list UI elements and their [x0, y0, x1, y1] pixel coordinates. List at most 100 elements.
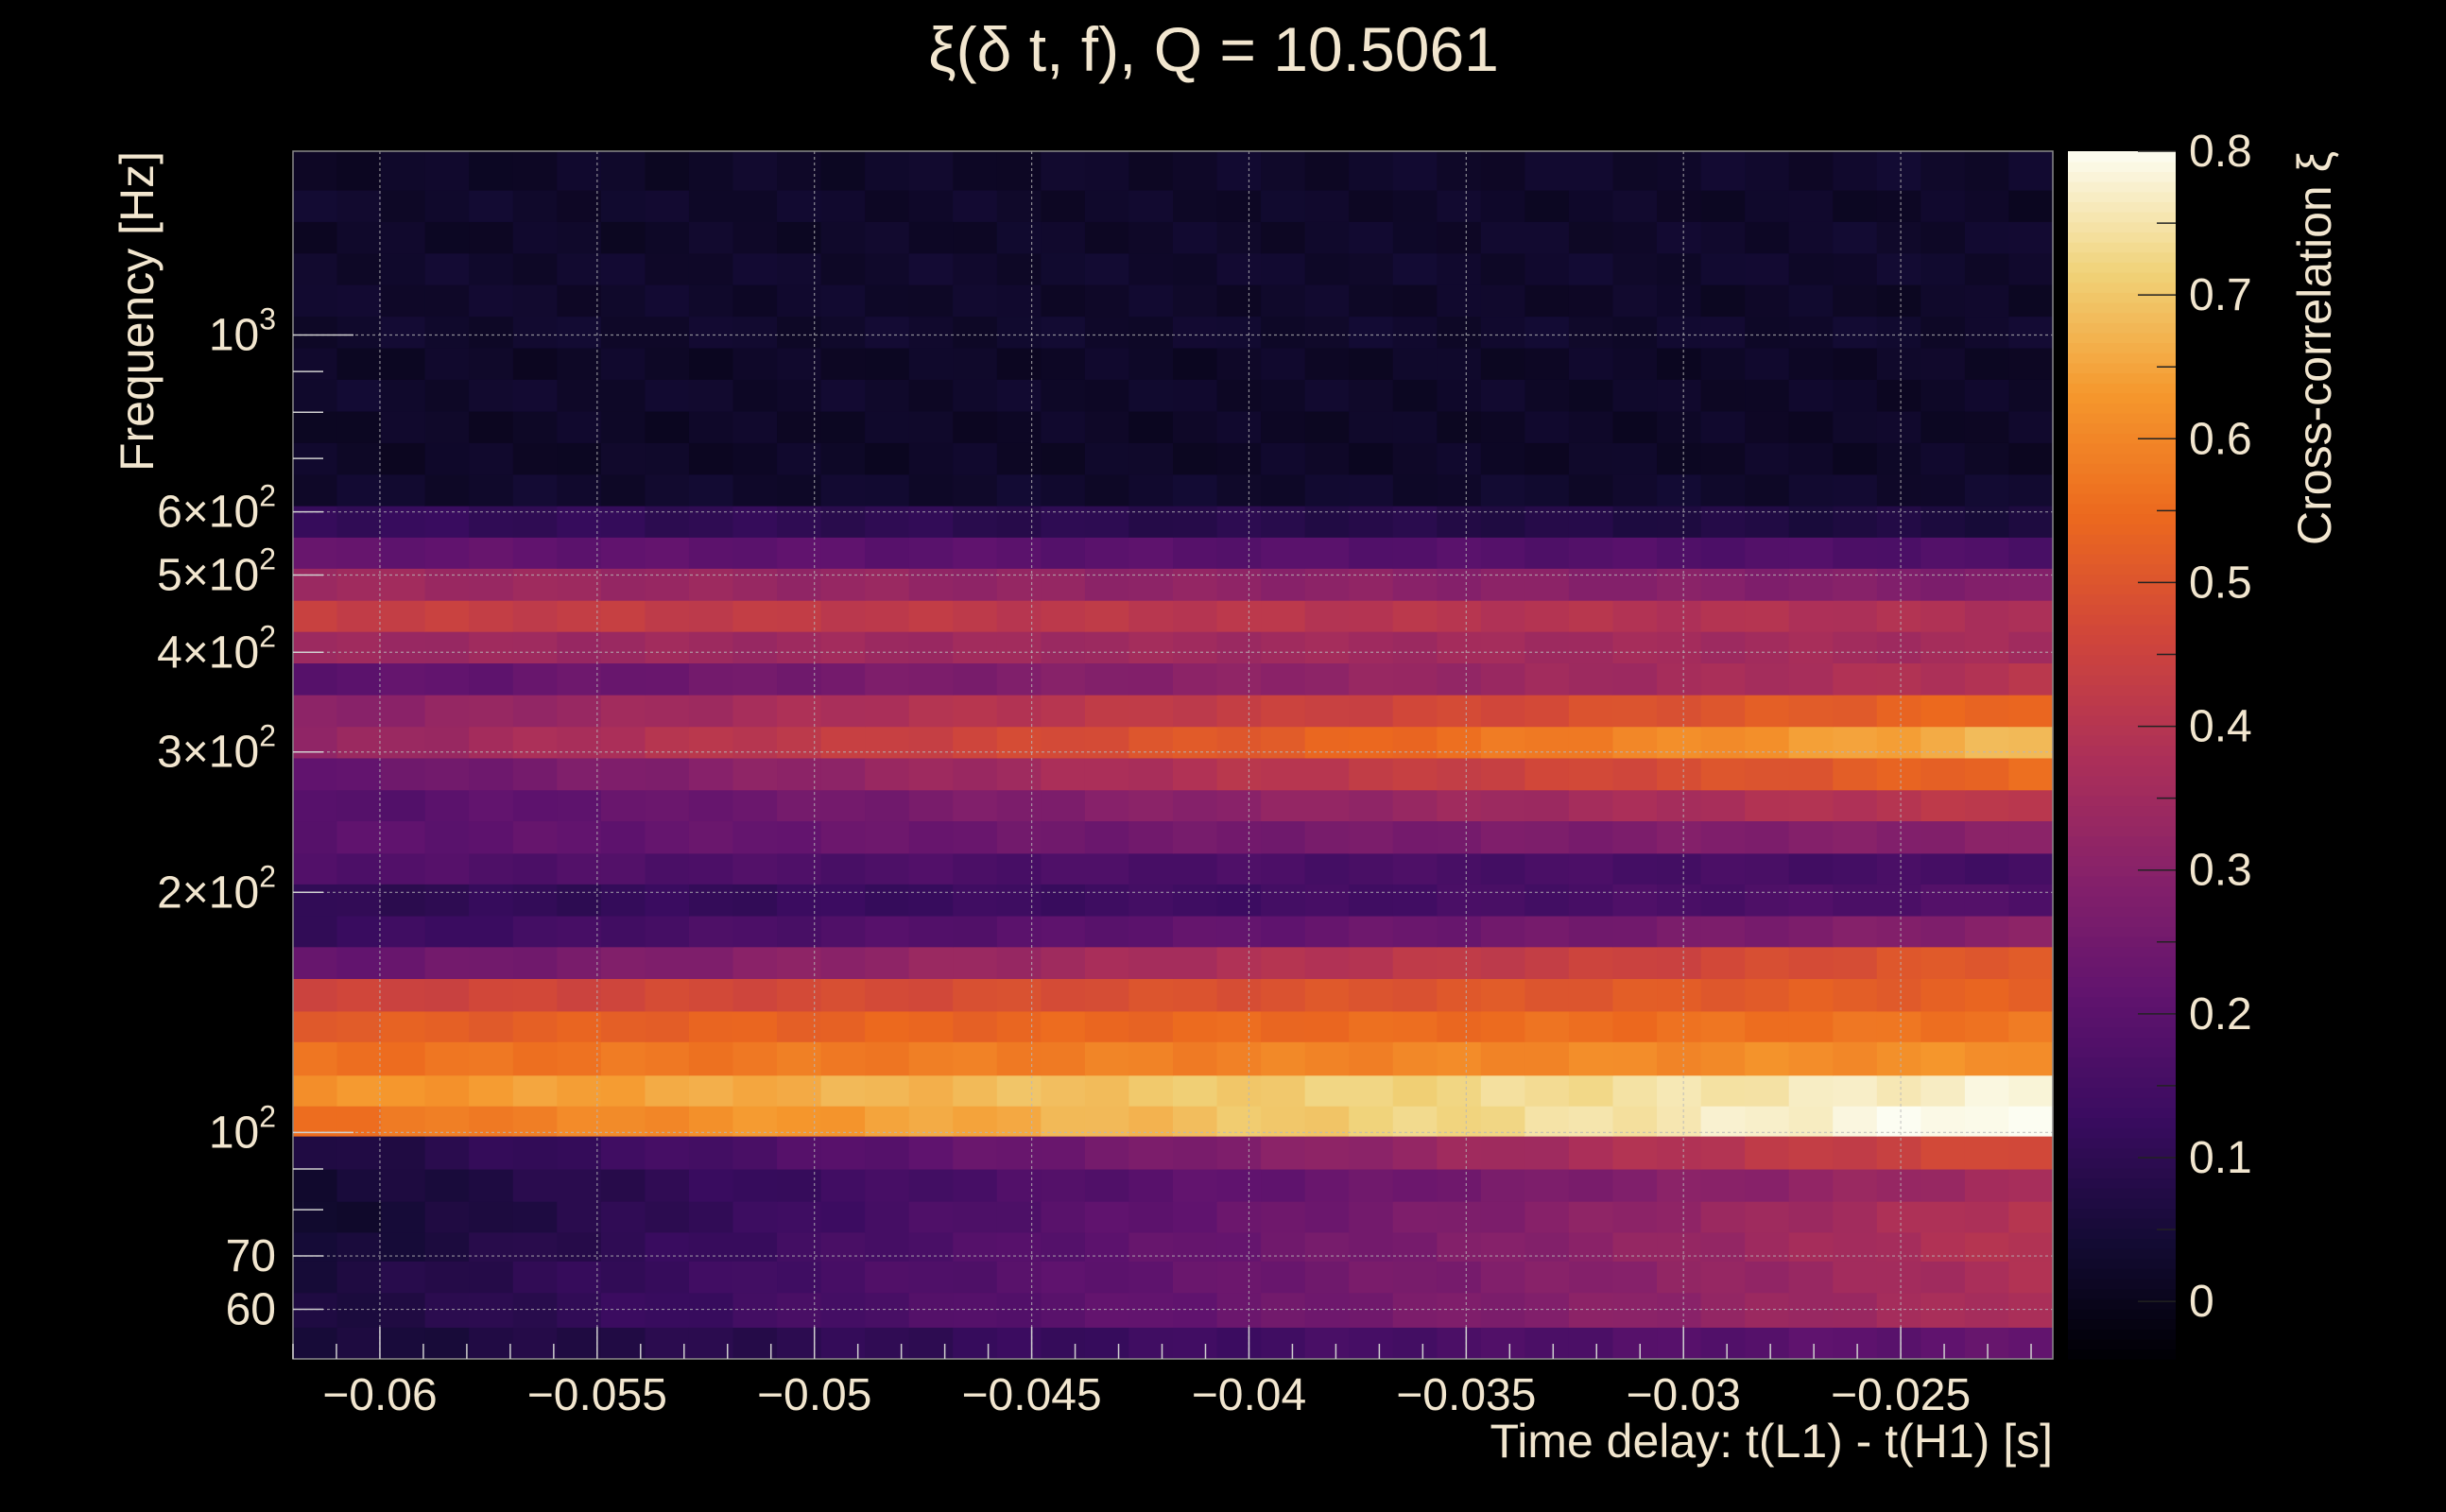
heatmap-cell: [293, 1261, 338, 1294]
heatmap-cell: [1657, 946, 1702, 979]
heatmap-cell: [908, 1074, 954, 1107]
heatmap-cell: [1216, 1010, 1262, 1042]
heatmap-cell: [600, 410, 646, 443]
colorbar-segment: [2068, 1006, 2176, 1018]
heatmap-cell: [1480, 852, 1525, 885]
colorbar-segment: [2068, 1197, 2176, 1210]
heatmap-cell: [1261, 789, 1306, 822]
heatmap-cell: [469, 631, 514, 664]
y-tick-label: 60: [226, 1285, 276, 1335]
heatmap-cell: [1304, 852, 1350, 885]
heatmap-cell: [1437, 662, 1482, 696]
heatmap-cell: [1745, 600, 1790, 632]
heatmap-cell: [469, 252, 514, 285]
heatmap-cell: [557, 820, 602, 854]
colorbar-segment: [2068, 322, 2176, 334]
heatmap-cell: [1568, 1168, 1614, 1202]
heatmap-cell: [1304, 316, 1350, 349]
heatmap-cell: [1173, 379, 1218, 412]
heatmap-cell: [1480, 1106, 1525, 1137]
heatmap-cell: [1173, 1106, 1218, 1137]
heatmap-cell: [1876, 506, 1921, 538]
heatmap-cell: [424, 1041, 470, 1076]
heatmap-cell: [469, 568, 514, 601]
heatmap-cell: [1700, 726, 1746, 759]
heatmap-cell: [1216, 1201, 1262, 1233]
heatmap-cell: [688, 1231, 734, 1262]
heatmap-cell: [1745, 151, 1790, 191]
heatmap-cell: [1833, 151, 1878, 191]
heatmap-cell: [381, 978, 426, 1012]
colorbar-segment: [2068, 1268, 2176, 1280]
heatmap-cell: [1128, 442, 1174, 475]
heatmap-cell: [1480, 1168, 1525, 1202]
heatmap-cell: [512, 1261, 558, 1294]
heatmap-cell: [996, 284, 1042, 318]
colorbar-segment: [2068, 392, 2176, 404]
heatmap-cell: [1568, 151, 1614, 191]
heatmap-cell: [512, 789, 558, 822]
heatmap-cell: [1612, 726, 1658, 759]
colorbar-segment: [2068, 966, 2176, 978]
heatmap-cell: [1524, 946, 1570, 979]
colorbar-segment: [2068, 745, 2176, 756]
heatmap-cell: [2008, 221, 2054, 254]
heatmap-cell: [1700, 442, 1746, 475]
colorbar-segment: [2068, 1016, 2176, 1028]
heatmap-cell: [1392, 284, 1438, 318]
heatmap-cell: [1304, 884, 1350, 917]
heatmap-cell: [820, 1231, 866, 1262]
heatmap-cell: [1745, 820, 1790, 854]
heatmap-cell: [1568, 568, 1614, 601]
heatmap-cells: [293, 151, 2054, 1360]
heatmap-cell: [996, 316, 1042, 349]
colorbar-segment: [2068, 342, 2176, 353]
heatmap-cell: [1349, 190, 1394, 222]
heatmap-cell: [1480, 600, 1525, 632]
colorbar-segment: [2068, 845, 2176, 857]
heatmap-cell: [1128, 1201, 1174, 1233]
heatmap-cell: [908, 820, 954, 854]
heatmap-cell: [732, 757, 778, 791]
heatmap-cell: [1437, 1261, 1482, 1294]
heatmap-cell: [732, 789, 778, 822]
heatmap-cell: [1788, 1168, 1834, 1202]
colorbar-segment: [2068, 262, 2176, 273]
heatmap-cell: [1216, 410, 1262, 443]
heatmap-cell: [557, 410, 602, 443]
heatmap-cell: [2008, 537, 2054, 569]
heatmap-cell: [1568, 631, 1614, 664]
heatmap-cell: [1964, 537, 2010, 569]
heatmap-cell: [953, 915, 998, 948]
heatmap-cell: [732, 820, 778, 854]
heatmap-cell: [293, 410, 338, 443]
heatmap-cell: [1128, 695, 1174, 728]
heatmap-cell: [600, 1106, 646, 1137]
heatmap-cell: [512, 190, 558, 222]
heatmap-cell: [1876, 852, 1921, 885]
heatmap-cell: [1524, 1292, 1570, 1328]
heatmap-cell: [2008, 915, 2054, 948]
heatmap-cell: [1128, 1136, 1174, 1170]
heatmap-cell: [1304, 347, 1350, 380]
heatmap-cell: [1304, 506, 1350, 538]
heatmap-cell: [1480, 1261, 1525, 1294]
heatmap-cell: [1392, 852, 1438, 885]
heatmap-cell: [1084, 820, 1130, 854]
heatmap-cell: [953, 1201, 998, 1233]
colorbar-segment: [2068, 664, 2176, 676]
heatmap-cell: [953, 151, 998, 191]
heatmap-cell: [1921, 1261, 1966, 1294]
heatmap-cell: [512, 946, 558, 979]
heatmap-cell: [1437, 978, 1482, 1012]
heatmap-cell: [600, 1010, 646, 1042]
colorbar-tick-label: 0.5: [2189, 558, 2252, 608]
heatmap-cell: [1349, 537, 1394, 569]
heatmap-cell: [1833, 1136, 1878, 1170]
heatmap-cell: [512, 978, 558, 1012]
heatmap-cell: [1173, 506, 1218, 538]
heatmap-cell: [1657, 284, 1702, 318]
heatmap-cell: [381, 1168, 426, 1202]
heatmap-cell: [1612, 221, 1658, 254]
heatmap-cell: [1612, 1231, 1658, 1262]
